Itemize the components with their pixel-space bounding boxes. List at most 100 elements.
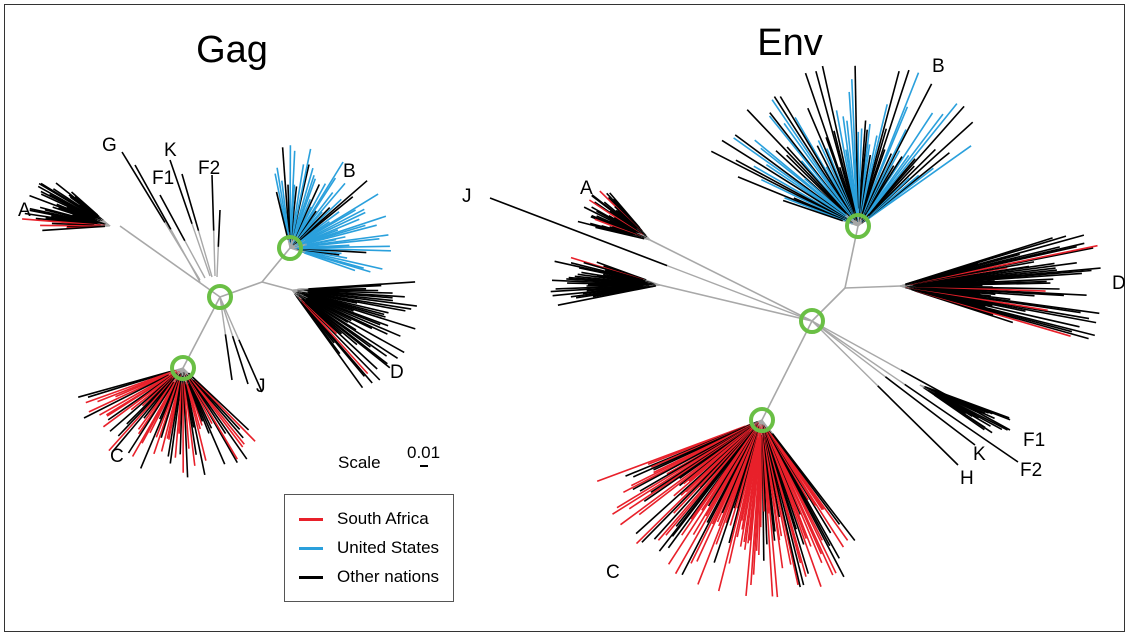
scale-value: 0.01 <box>407 443 440 462</box>
gag-clade-k-stem-branch <box>191 223 211 277</box>
env-clade-f1 <box>919 384 1011 434</box>
gag-clade-b-leaf-branch <box>306 224 366 244</box>
gag-clade-c-leaf-branch <box>97 373 168 403</box>
gag-clade-g-stem-branch <box>170 228 201 283</box>
gag-clade-d-leaf-branch <box>303 296 405 354</box>
env-clade-a-leaf-branch <box>595 226 645 240</box>
gag-clade-label-f1: F1 <box>152 168 174 189</box>
gag-clade-f2-stem-branch <box>213 230 216 277</box>
gag-clade-d-leaf-branch <box>301 300 369 375</box>
env-clade-a-leaf-branch <box>557 285 657 306</box>
gag-clade-b-leaf-branch <box>305 250 383 270</box>
env-clade-b-leaf-branch <box>760 147 846 217</box>
gag-clade-b-leaf-branch <box>301 234 389 248</box>
env-clade-b-leaf-branch <box>857 128 863 215</box>
gag-clade-k-leaf-branch <box>181 173 200 231</box>
env-clade-label-k: K <box>973 444 986 465</box>
env-clade-h-stem-branch <box>811 320 879 387</box>
gag-clade-j-leaf-branch <box>224 334 233 381</box>
legend-swatch-south-africa <box>299 517 323 521</box>
env-clade-j-leaf-branch <box>489 197 668 267</box>
env-clade-label-f1: F1 <box>1023 430 1045 451</box>
gag-clade-b-leaf-branch <box>275 191 289 240</box>
gag-clade-label-f2: F2 <box>198 158 220 179</box>
gag-clade-j-stem-branch <box>219 296 227 335</box>
gag-clade-c-leaf-branch <box>194 379 256 442</box>
gag-clade-k-stem-branch <box>197 230 213 278</box>
gag-clade-c-leaf-branch <box>106 370 178 417</box>
gag-clade-c-leaf-branch <box>137 381 174 430</box>
gag-clade-f1-stem-branch <box>184 240 206 279</box>
gag-clade-k-leaf-branch <box>169 159 193 225</box>
env-clade-b-leaf-branch <box>862 129 907 216</box>
gag-clade-g-leaf-branch <box>134 164 172 230</box>
gag-backbone-branch <box>119 225 221 298</box>
env-clade-c-leaf-branch <box>771 433 856 541</box>
gag-clade-label-g: G <box>102 135 117 156</box>
env-clade-j-stem-branch <box>666 264 813 322</box>
gag-clade-c-leaf-branch <box>183 381 196 466</box>
gag-backbone-branch <box>182 296 221 369</box>
gag-clade-c-leaf-branch <box>102 372 178 428</box>
env-backbone-branch <box>844 285 901 289</box>
env-clade-b-leaf-branch <box>783 122 852 217</box>
gag-clade-c-leaf-branch <box>155 381 179 438</box>
gag-clade-j-leaf-branch <box>231 335 249 385</box>
gag-clade-c-leaf-branch <box>188 383 210 434</box>
gag-root-marker <box>207 284 233 310</box>
gag-clade-d-leaf-branch <box>307 290 393 302</box>
legend: South Africa United States Other nations <box>284 494 454 602</box>
gag-clade-b-leaf-branch <box>294 180 368 245</box>
gag-clade-c-leaf-branch <box>88 372 173 413</box>
env-backbone-branch <box>649 239 813 322</box>
gag-clade-d-leaf-branch <box>303 294 401 337</box>
legend-swatch-united-states <box>299 546 323 550</box>
gag-backbone-branch <box>261 247 291 283</box>
gag-clade-d-leaf-branch <box>301 296 388 357</box>
env-clade-label-h: H <box>960 468 974 489</box>
gag-clade-c-leaf-branch <box>99 371 176 416</box>
env-clade-b-leaf-branch <box>734 134 846 217</box>
env-clade-b-leaf-branch <box>721 139 852 222</box>
env-clade-label-f2: F2 <box>1020 460 1042 481</box>
gag-clade-b-leaf-branch <box>298 218 360 246</box>
gag-clade-b-leaf-branch <box>292 207 331 246</box>
gag-clade-f2-leaf-branch <box>217 209 221 247</box>
env-clade-a-inner-branch <box>655 284 661 287</box>
gag-clade-c-leaf-branch <box>187 378 213 429</box>
env-clade-b-leaf-branch <box>857 120 867 217</box>
gag-clade-label-c: C <box>110 446 124 467</box>
gag-clade-d-leaf-branch <box>305 298 357 331</box>
env-clade-b-leaf-branch <box>854 65 859 209</box>
gag-clade-c-leaf-branch <box>185 373 238 460</box>
gag-clade-d-leaf-branch <box>307 290 405 298</box>
env-clade-b-leaf-branch <box>746 109 851 219</box>
env-clade-c-inner-branch <box>761 419 773 434</box>
gag-clade-c-leaf-branch <box>108 374 177 452</box>
gag-clade-b-leaf-branch <box>281 180 290 235</box>
env-clade-b-leaf-branch <box>804 178 848 217</box>
gag-tree <box>22 145 418 478</box>
env-clade-b-inner-branch <box>842 220 859 227</box>
env-clade-b-leaf-branch <box>782 199 843 222</box>
gag-clade-b-leaf-branch <box>304 251 364 269</box>
env-root-marker <box>799 308 825 334</box>
labels-layer: Gag Env A G F1 K F2 B D J C B A J D F1 K… <box>18 22 1126 583</box>
gag-clade-b-leaf-branch <box>294 174 315 234</box>
gag-clade-j-stem-branch <box>219 296 240 341</box>
env-clade-h-leaf-branch <box>877 385 959 466</box>
env-clade-k-leaf-branch <box>884 376 976 446</box>
gag-clade-g-leaf-branch <box>121 151 166 223</box>
env-clade-b-leaf-branch <box>733 137 846 218</box>
gag-clade-b-leaf-branch <box>287 184 291 243</box>
gag-clade-c-leaf-branch <box>187 372 250 431</box>
env-clade-b-leaf-branch <box>786 146 850 217</box>
env-clade-b-leaf-branch <box>864 174 920 221</box>
env-backbone-branch <box>811 287 846 322</box>
env-clade-k-stem-branch <box>811 320 886 378</box>
gag-clade-label-j: J <box>256 376 266 397</box>
gag-clade-j-stem-branch <box>219 296 234 337</box>
env-clade-f1-inner-branch <box>919 384 925 388</box>
gag-clade-c-leaf-branch <box>141 371 180 407</box>
